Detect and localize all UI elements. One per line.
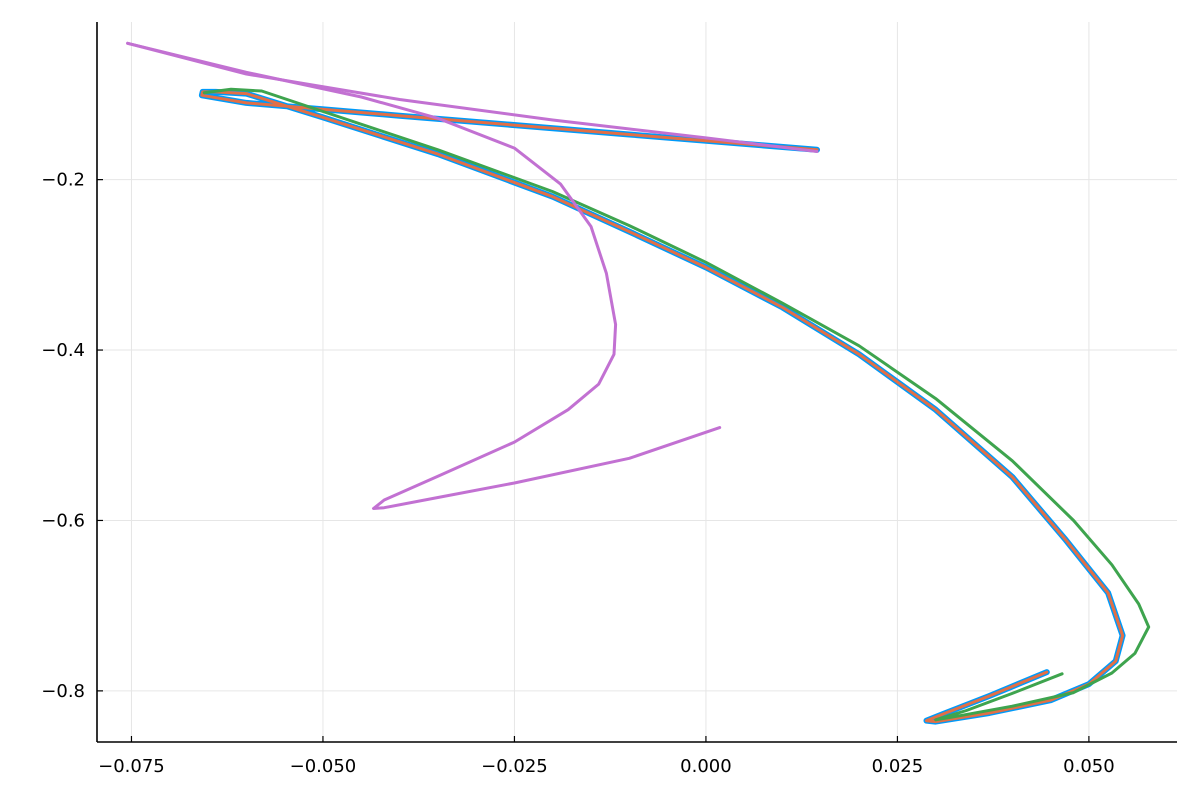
series-line-4 [126, 41, 722, 510]
x-tick-label: −0.025 [481, 756, 548, 777]
y-tick-label: −0.2 [41, 170, 85, 191]
tick-labels: −0.075 −0.050 −0.025 0.000 0.025 0.050 −0.2 −0.… [41, 170, 1114, 777]
x-tick-label: 0.050 [1063, 756, 1115, 777]
y-tick-label: −0.8 [41, 681, 85, 702]
y-tick-label: −0.6 [41, 510, 85, 531]
y-tick-label: −0.4 [41, 340, 85, 361]
x-tick-label: 0.025 [872, 756, 924, 777]
x-tick-label: 0.000 [680, 756, 732, 777]
series-line-2 [200, 90, 1125, 724]
x-tick-label: −0.075 [98, 756, 165, 777]
series-line-3 [202, 87, 1151, 722]
series-line-5 [126, 41, 819, 153]
plot-area [126, 41, 1151, 725]
axes [96, 22, 1177, 743]
x-tick-label: −0.050 [290, 756, 357, 777]
series-line-1 [198, 88, 1126, 725]
